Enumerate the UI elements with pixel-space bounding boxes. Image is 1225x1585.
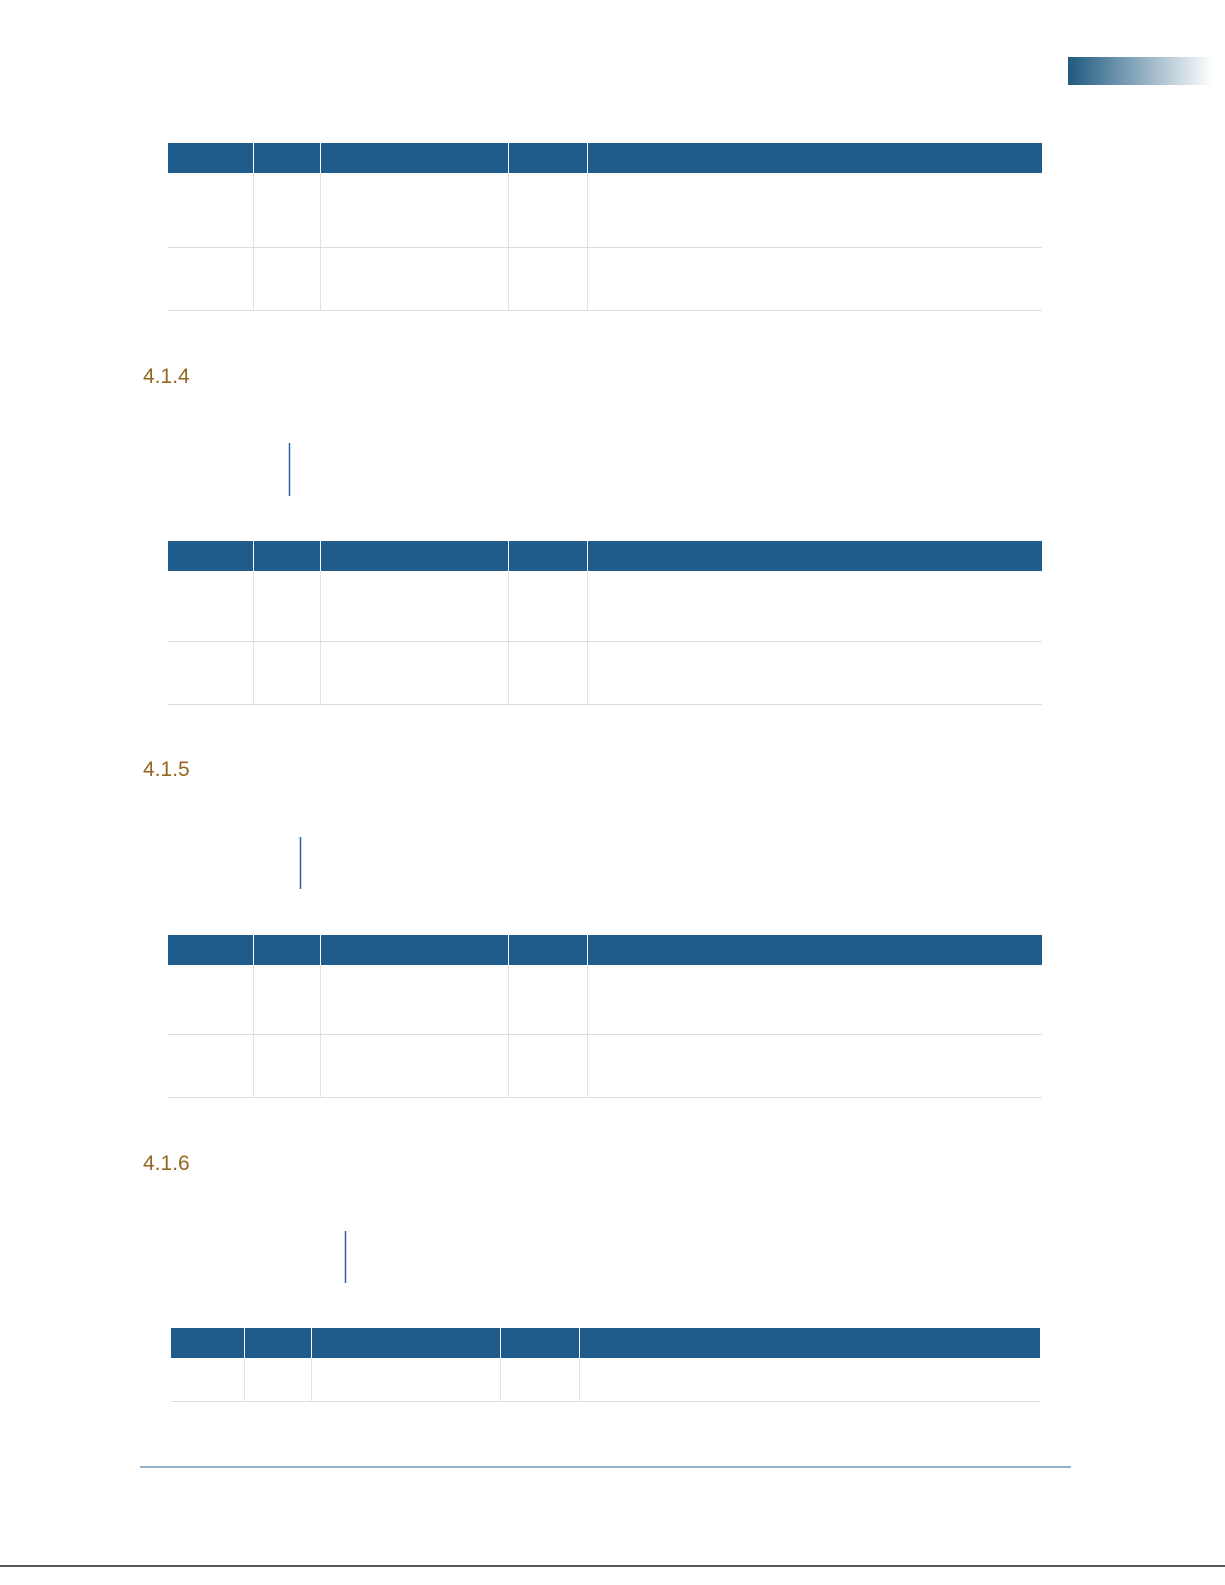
section-heading: 4.1.5 [143, 758, 190, 781]
table-header [168, 143, 1042, 173]
section-heading: 4.1.4 [143, 365, 190, 388]
table-header [168, 541, 1042, 571]
section-heading: 4.1.6 [143, 1152, 190, 1175]
table-header [171, 1328, 1040, 1358]
corner-tab [1068, 57, 1213, 85]
table-header [168, 935, 1042, 965]
